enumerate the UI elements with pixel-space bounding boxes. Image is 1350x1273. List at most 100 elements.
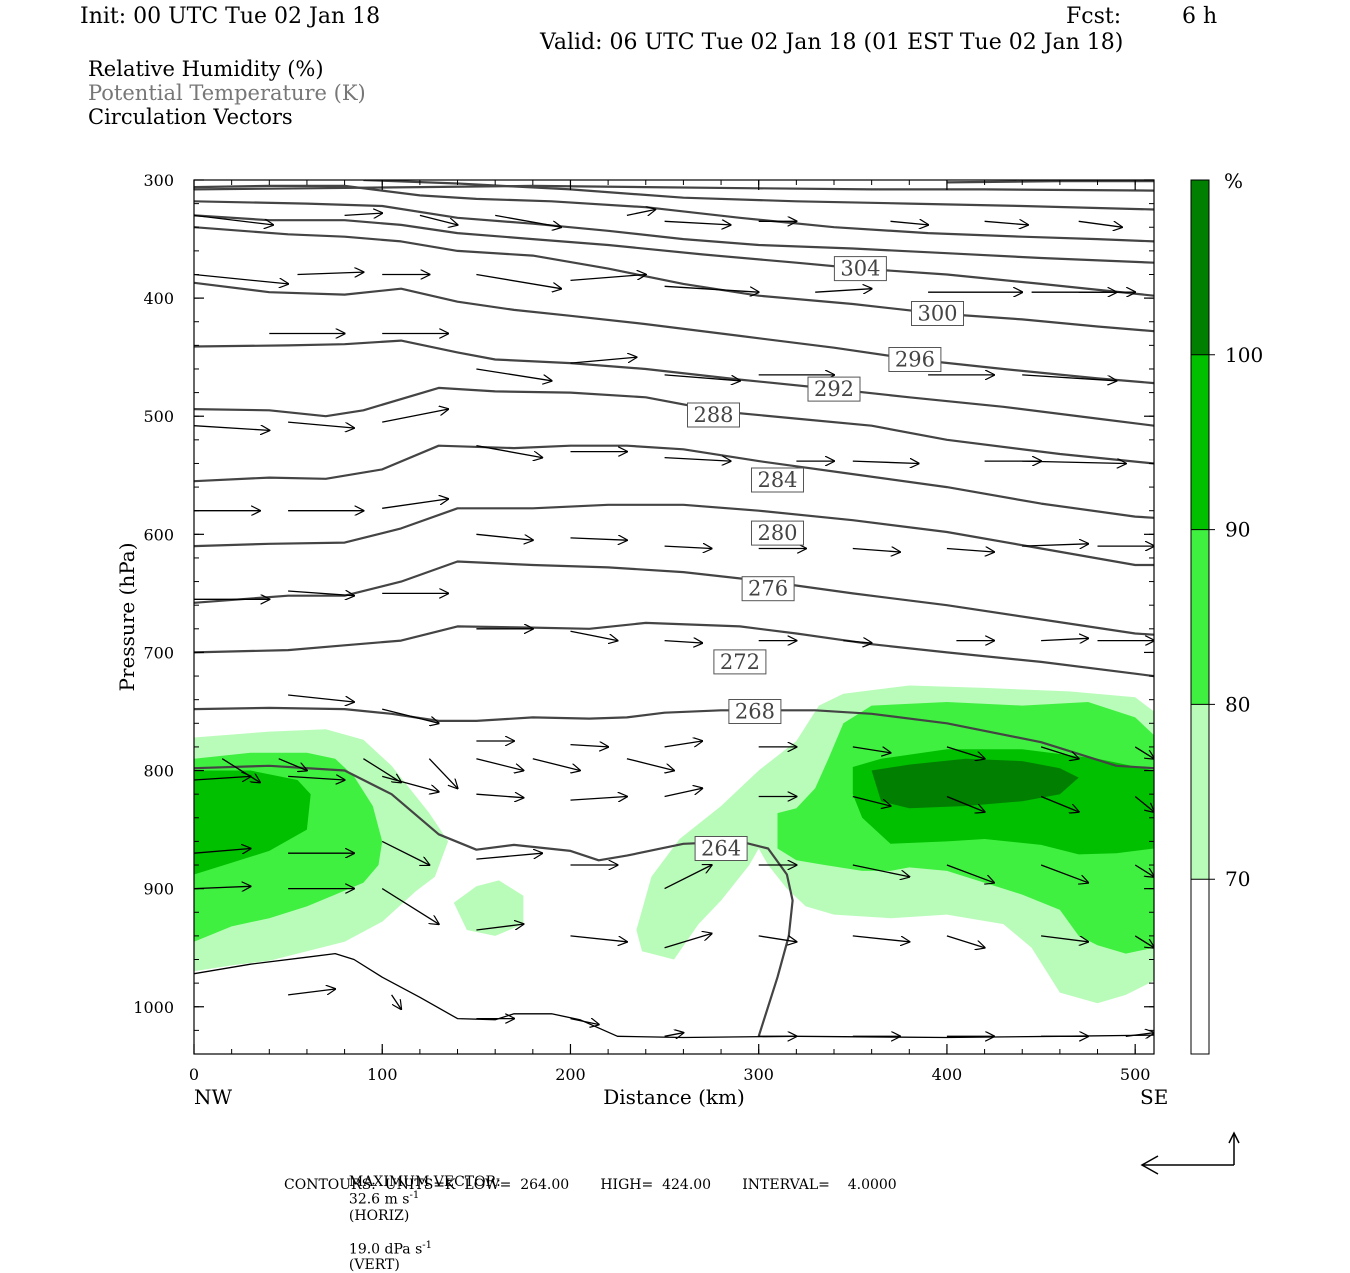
x-tick-label: 100: [367, 1065, 398, 1084]
circulation-vector: [194, 776, 251, 780]
circulation-vector: [476, 368, 551, 381]
circulation-vector: [852, 461, 919, 463]
circulation-vector: [890, 221, 929, 225]
circulation-vector: [476, 533, 532, 540]
contour-label-304: 304: [840, 257, 880, 281]
contour-label-272: 272: [720, 650, 760, 674]
circulation-vector: [626, 758, 674, 771]
circulation-vector: [1134, 864, 1154, 877]
circulation-vector: [419, 214, 458, 225]
colorbar-segment-4: [1191, 180, 1209, 355]
circulation-vector: [1022, 374, 1116, 381]
circulation-vector: [381, 888, 439, 925]
theta-contour-308: [194, 184, 1154, 243]
contour-label-284: 284: [757, 468, 797, 492]
circulation-vector: [288, 421, 354, 428]
contour-label-300: 300: [917, 302, 957, 326]
circulation-vector: [946, 795, 985, 812]
circulation-vector: [570, 630, 618, 640]
theta-contour-284: [194, 444, 1154, 519]
circulation-vector: [1078, 220, 1122, 227]
contour-label-box-276: [741, 576, 795, 602]
circulation-vector: [194, 214, 273, 225]
circulation-vector: [664, 458, 731, 462]
circulation-vector: [194, 273, 288, 284]
circulation-vector: [946, 935, 985, 948]
circulation-vector: [1134, 795, 1154, 812]
circulation-vectors: [194, 210, 1154, 1037]
circulation-vector: [815, 289, 871, 293]
contour-label-box-300: [911, 301, 964, 326]
circulation-vector: [288, 776, 345, 780]
rh-region-90-5: [194, 770, 311, 875]
x-tick-label: 200: [555, 1065, 586, 1084]
circulation-vector: [391, 994, 402, 1009]
circulation-vector: [428, 758, 457, 789]
circulation-vector: [476, 853, 542, 860]
valid-time: Valid: 06 UTC Tue 02 Jan 18 (01 EST Tue …: [540, 30, 1124, 55]
contour-label-box-292: [807, 376, 861, 402]
circulation-vector: [570, 538, 627, 540]
colorbar-segment-2: [1191, 529, 1209, 705]
theta-contour-312: [194, 200, 1154, 264]
contour-label-box-272: [713, 649, 767, 675]
y-tick-label: 800: [143, 762, 174, 781]
circulation-vector: [476, 758, 523, 771]
circulation-vector: [852, 549, 900, 553]
colorbar-segment-1: [1191, 704, 1209, 880]
circulation-vector: [1040, 746, 1079, 759]
contour-label-box-304: [833, 256, 887, 282]
circulation-vector: [570, 745, 609, 747]
rh-region-100-7: [871, 758, 1079, 809]
y-tick-label: 500: [143, 407, 174, 426]
circulation-vector: [278, 758, 307, 771]
y-tick-label: 900: [143, 880, 174, 899]
circulation-vector: [495, 214, 561, 227]
circulation-vector: [382, 708, 439, 723]
x-tick-label: 500: [1120, 1065, 1151, 1084]
circulation-vector: [288, 591, 354, 596]
contours-info: CONTOURS: UNITS=K LOW= 264.00 HIGH= 424.…: [284, 1177, 897, 1193]
circulation-vector: [626, 210, 655, 216]
y-axis-label: Pressure (hPa): [115, 543, 139, 692]
circulation-vector: [476, 924, 523, 931]
theta-contour-268: [194, 706, 1154, 770]
circulation-vector: [476, 445, 542, 458]
colorbar-segment-0: [1191, 879, 1209, 1054]
circulation-vector: [852, 935, 910, 942]
circulation-vector: [946, 864, 994, 883]
circulation-vector: [344, 213, 383, 215]
circulation-vector: [664, 221, 731, 225]
circulation-vector: [382, 409, 448, 423]
theta-contour-288: [194, 386, 1154, 465]
theta-contour-264: [194, 764, 794, 1037]
colorbar-label-80: 80: [1225, 692, 1250, 716]
colorbar: 70 80 90 100: [1190, 179, 1263, 1055]
circulation-vector: [664, 285, 759, 292]
y-tick-label: 700: [143, 643, 174, 662]
max-vector-line: MAXIMUM VECTOR: 32.6 m s-1 (HORIZ) 19.0 …: [340, 1158, 501, 1273]
vert-exponent: -1: [422, 1239, 433, 1251]
circulation-vector: [1022, 544, 1088, 546]
vertical-unit: (VERT): [348, 1257, 400, 1273]
circulation-vector: [570, 275, 646, 282]
theta-contour-296: [194, 281, 1154, 385]
circulation-vector: [221, 758, 260, 783]
circulation-vector: [664, 374, 740, 381]
contour-label-box-280: [751, 520, 804, 546]
circulation-vector: [1041, 935, 1088, 942]
horizontal-unit: (HORIZ): [348, 1207, 410, 1224]
theta-contour-324: [946, 180, 1154, 184]
circulation-vector: [1040, 864, 1088, 883]
contour-label-296: 296: [895, 348, 935, 372]
forecast-label: Fcst:: [1066, 4, 1122, 29]
circulation-vector: [1041, 638, 1088, 640]
circulation-vector: [570, 797, 627, 801]
theta-contour-300: [194, 226, 1154, 333]
circulation-vector: [570, 935, 627, 942]
theta-contour-304: [194, 214, 1154, 297]
plot-frame: [193, 179, 1155, 1055]
theta-contour-280: [194, 503, 1154, 567]
circulation-vector: [852, 795, 891, 807]
axes: 300 400 500 600 700 800 900 1000 0 100 200 300 400 50…: [133, 171, 1154, 1084]
